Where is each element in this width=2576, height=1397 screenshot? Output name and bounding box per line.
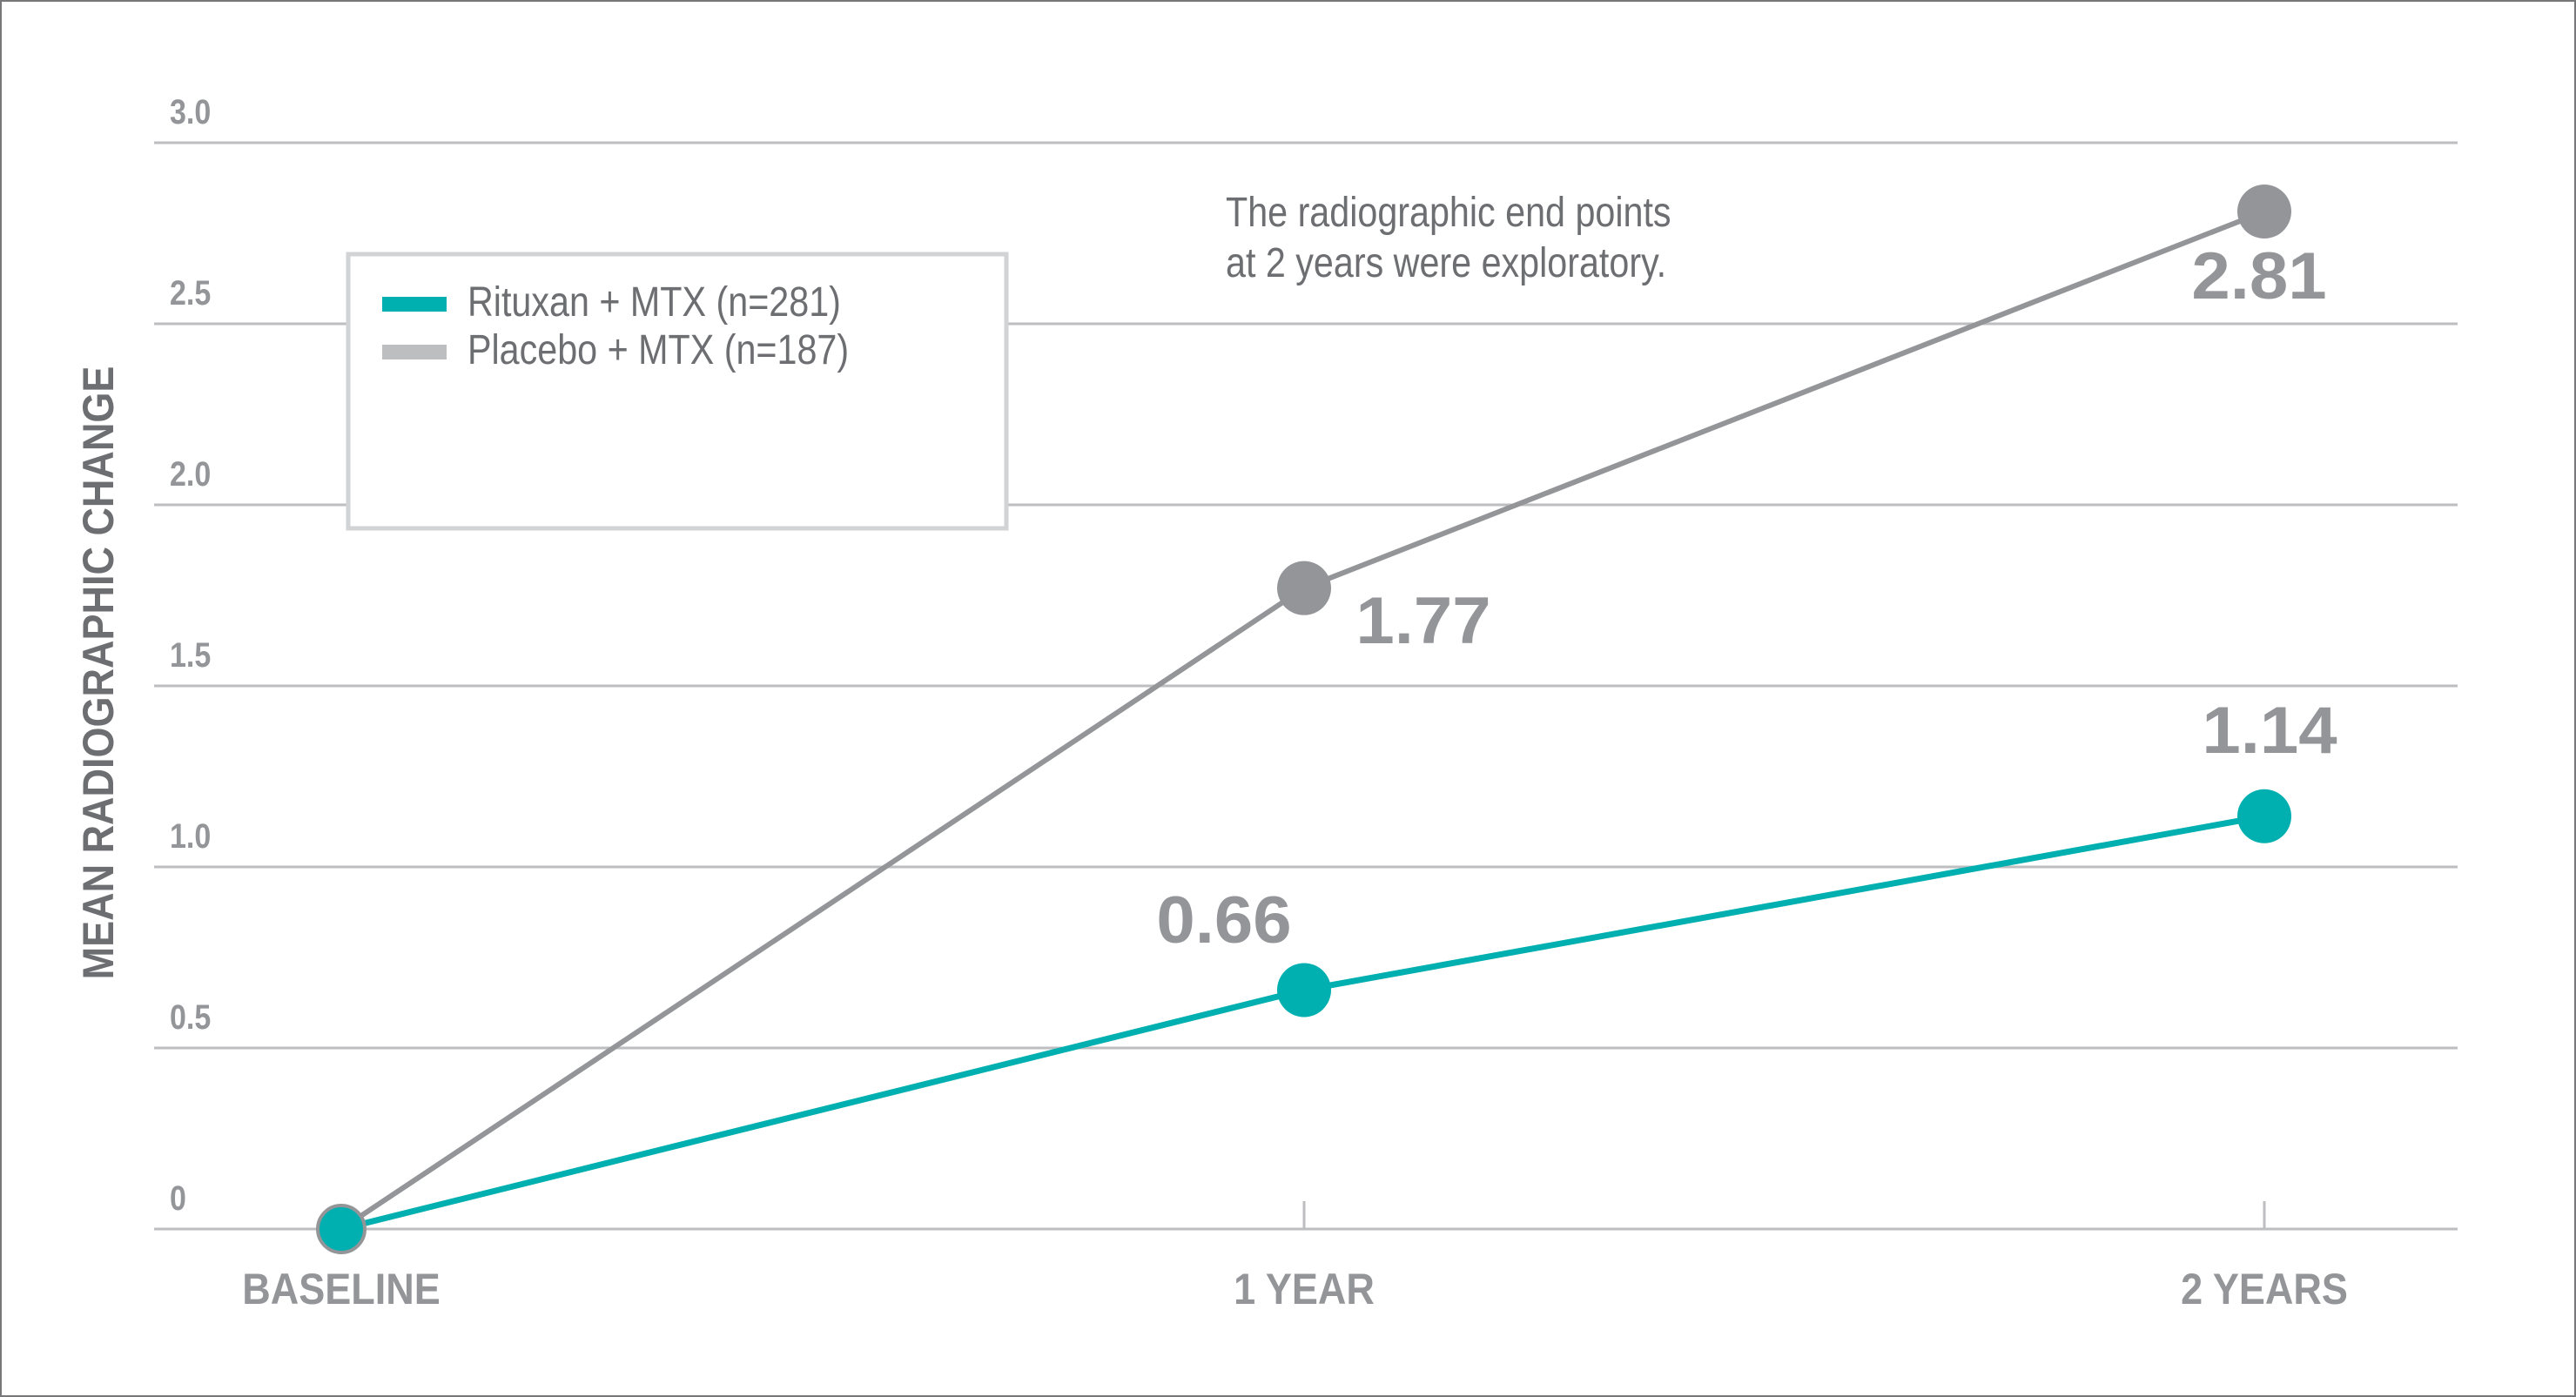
rituxan-point — [1277, 963, 1331, 1018]
baseline-point — [316, 1204, 367, 1254]
x-category-label: BASELINE — [242, 1266, 440, 1314]
x-axis-ticks: BASELINE 1 YEAR 2 YEARS — [242, 1201, 2348, 1314]
y-tick-label: 2.0 — [170, 453, 211, 493]
legend-box — [346, 252, 1009, 531]
annotation-line-2: at 2 years were exploratory. — [1226, 239, 1666, 286]
series-points — [316, 185, 2291, 1254]
placebo-point — [1277, 561, 1331, 615]
placebo-value-label: 2.81 — [2191, 238, 2326, 313]
y-axis-ticks: 0 0.5 1.0 1.5 2.0 2.5 3.0 — [170, 91, 211, 1217]
rituxan-point — [2237, 789, 2291, 843]
y-axis-title: MEAN RADIOGRAPHIC CHANGE — [75, 366, 124, 980]
rituxan-value-label: 1.14 — [2202, 693, 2337, 768]
x-category-label: 2 YEARS — [2181, 1266, 2348, 1314]
value-labels: 0.66 1.14 1.77 2.81 — [1156, 238, 2337, 957]
legend: Rituxan + MTX (n=281) Placebo + MTX (n=1… — [346, 252, 1009, 531]
y-tick-label: 0.5 — [170, 997, 211, 1036]
placebo-value-label: 1.77 — [1355, 583, 1490, 658]
x-category-label: 1 YEAR — [1234, 1266, 1375, 1314]
rituxan-line — [340, 813, 2265, 1232]
y-tick-label: 1.5 — [170, 635, 211, 674]
annotation-note: The radiographic end points at 2 years w… — [1226, 189, 1671, 286]
y-tick-label: 3.0 — [170, 91, 211, 131]
placebo-point — [2237, 185, 2291, 239]
y-tick-label: 0 — [170, 1178, 186, 1217]
legend-swatch-rituxan — [382, 297, 447, 312]
legend-swatch-placebo — [382, 345, 447, 359]
y-tick-label: 2.5 — [170, 272, 211, 312]
rituxan-value-label: 0.66 — [1156, 883, 1291, 957]
legend-label-rituxan: Rituxan + MTX (n=281) — [467, 279, 841, 326]
annotation-line-1: The radiographic end points — [1226, 189, 1671, 236]
y-tick-label: 1.0 — [170, 816, 211, 855]
legend-label-placebo: Placebo + MTX (n=187) — [467, 326, 849, 373]
